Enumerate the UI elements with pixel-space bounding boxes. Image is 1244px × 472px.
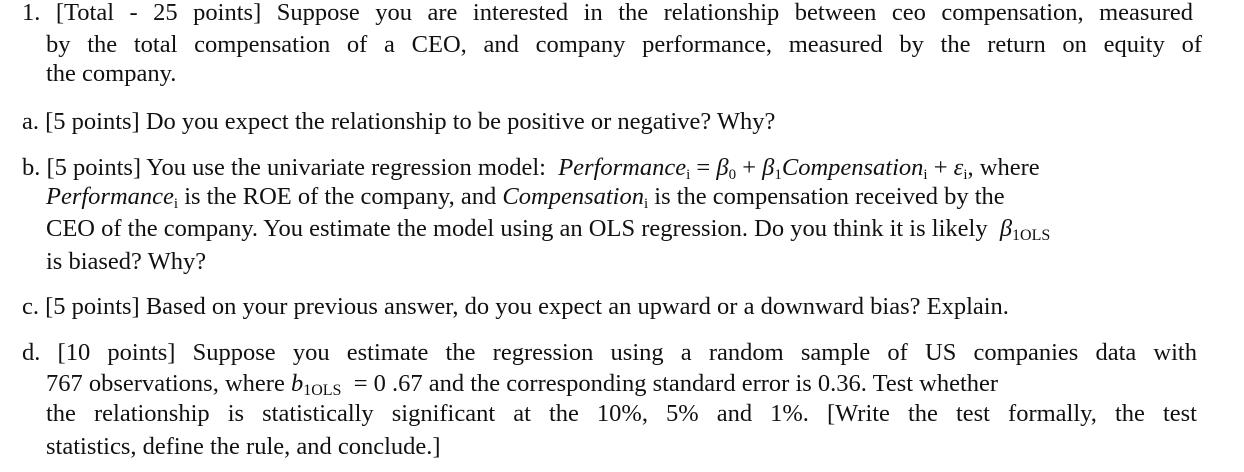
part-d-line-4: statistics, define the rule, and conclud… — [46, 433, 441, 460]
subscript: i — [686, 167, 691, 183]
part-b-line-1: b. [5 points] You use the univariate reg… — [22, 153, 1197, 183]
question-1-line-3: the company. — [46, 60, 177, 87]
part-b-intro: b. [5 points] You use the univariate reg… — [22, 154, 546, 181]
subscript: i — [963, 167, 968, 183]
math-performance: Performance — [46, 183, 174, 210]
subscript: 1OLS — [303, 382, 342, 399]
math-plus: + — [742, 154, 757, 181]
math-compensation: Compensation — [502, 183, 644, 210]
part-d-line-3: the relationship is statistically signif… — [46, 400, 1197, 427]
question-1-line-2: by the total compensation of a CEO, and … — [46, 31, 1202, 58]
math-beta: β — [716, 154, 729, 181]
part-a: a. [5 points] Do you expect the relation… — [22, 108, 776, 135]
math-beta: β — [762, 154, 775, 181]
part-b-text: is the ROE of the company, and — [184, 183, 497, 210]
subscript: i — [923, 167, 928, 183]
subscript: 1 — [774, 167, 782, 183]
math-epsilon: ε — [953, 154, 964, 181]
math-b: b — [290, 370, 304, 397]
part-b-where: , where — [967, 154, 1040, 181]
math-plus: + — [933, 154, 948, 181]
math-beta: β — [999, 215, 1013, 242]
part-d-text: = 0 .67 and the corresponding standard e… — [353, 370, 999, 397]
part-d-line-2: 767 observations, where b1OLS = 0 .67 an… — [46, 369, 998, 399]
part-b-text: is the compensation received by the — [654, 183, 1005, 210]
subscript: i — [643, 196, 649, 212]
subscript: 0 — [728, 167, 737, 183]
part-d-text: 767 observations, where — [46, 370, 285, 397]
math-performance: Performance — [558, 154, 687, 181]
part-b-line-3: CEO of the company. You estimate the mod… — [46, 214, 1050, 244]
part-b-line-2: Performancei is the ROE of the company, … — [46, 182, 1005, 212]
part-c: c. [5 points] Based on your previous ans… — [22, 293, 1009, 320]
part-b-text: CEO of the company. You estimate the mod… — [46, 215, 988, 242]
subscript: 1OLS — [1012, 227, 1051, 244]
question-1-line-1: 1. [Total - 25 points] Suppose you are i… — [22, 0, 1193, 26]
math-equals: = — [696, 154, 711, 181]
part-b-line-4: is biased? Why? — [46, 248, 207, 275]
part-d-line-1: d. [10 points] Suppose you estimate the … — [22, 339, 1197, 366]
subscript: i — [173, 196, 179, 212]
math-compensation: Compensation — [781, 154, 924, 181]
